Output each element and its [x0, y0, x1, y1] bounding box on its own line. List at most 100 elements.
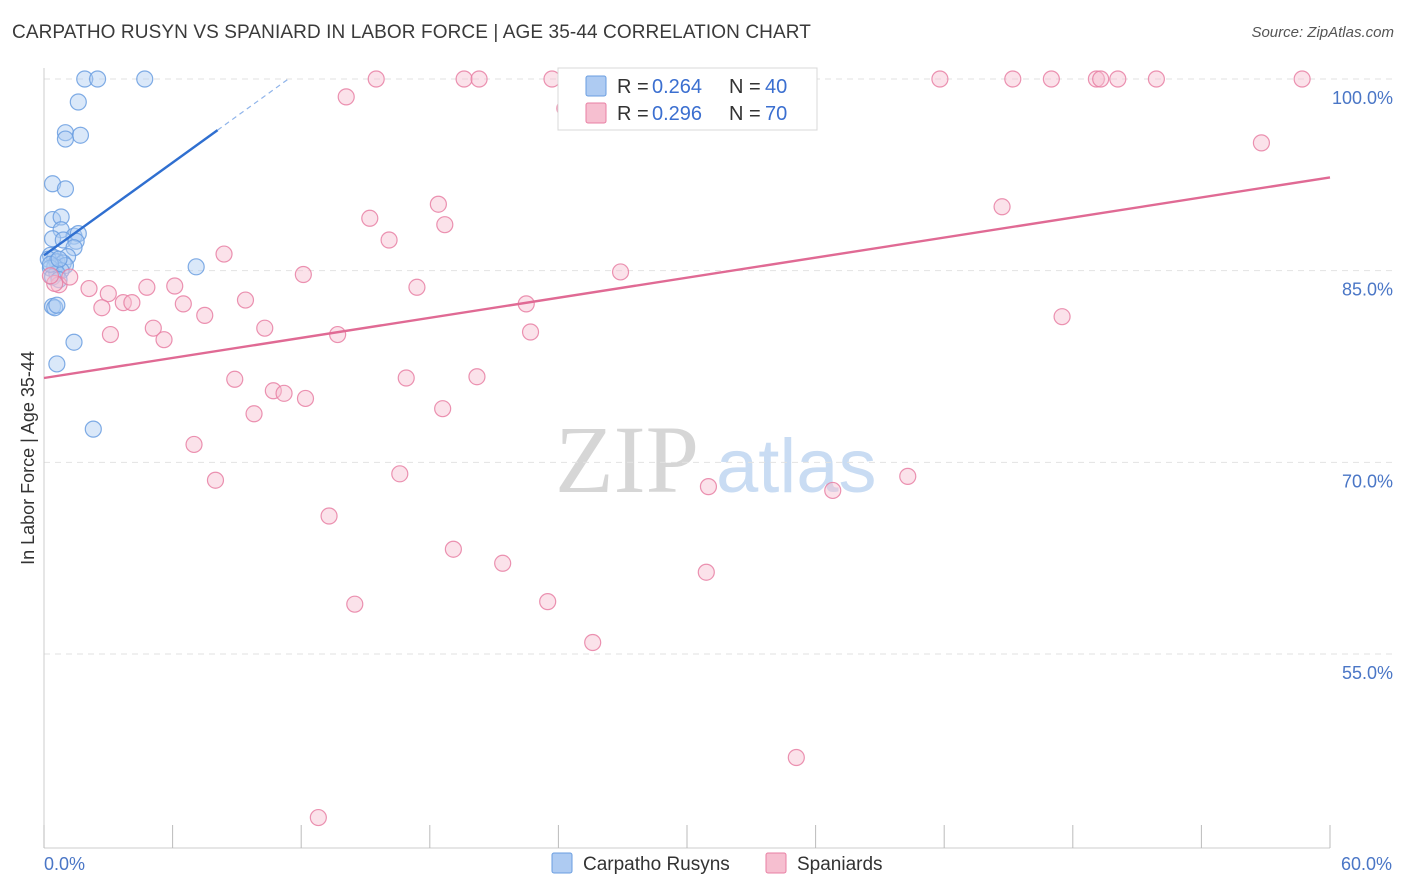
series-1-point-46 — [226, 370, 244, 388]
series-1-point-21 — [215, 245, 233, 263]
series-1-point-61 — [444, 540, 462, 558]
series-0-point-33 — [46, 299, 64, 317]
series-1-point-51 — [296, 389, 315, 408]
series-1-point-42 — [101, 325, 120, 344]
series-1-point-0 — [367, 70, 385, 88]
series-0-point-10 — [52, 208, 70, 226]
bottom-legend-swatch-spaniards — [765, 852, 787, 874]
series-1-point-22 — [294, 265, 312, 284]
legend-r-value-carpatho: 0.264 — [652, 76, 702, 98]
x-tick-label-1: 60.0% — [1341, 854, 1392, 874]
legend-r-label-spaniards: R = — [617, 103, 649, 125]
series-1-point-32 — [236, 291, 255, 309]
series-1-point-15 — [1252, 134, 1271, 152]
legend: R = 0.264 N = 40 R = 0.296 N = 70 — [557, 67, 818, 131]
series-1-point-65 — [539, 593, 557, 611]
series-1-point-30 — [166, 277, 184, 295]
series-1-point-31 — [408, 278, 426, 296]
series-0-point-34 — [48, 296, 66, 314]
trend-line-1 — [43, 176, 1331, 380]
legend-n-label-spaniards: N = — [729, 103, 761, 125]
series-1-point-59 — [824, 481, 842, 500]
series-0-point-36 — [48, 355, 66, 373]
series-0-point-37 — [84, 420, 102, 438]
series-1-point-39 — [1053, 308, 1071, 326]
series-1-point-43 — [329, 325, 347, 344]
series-1-point-69 — [41, 267, 60, 285]
y-tick-label-2: 85.0% — [1342, 280, 1393, 300]
series-1-point-17 — [993, 198, 1011, 216]
series-1-point-68 — [309, 808, 327, 827]
bottom-legend-label-spaniards: Spaniards — [797, 854, 883, 875]
series-0-point-35 — [65, 333, 83, 351]
y-tick-label-1: 70.0% — [1342, 471, 1393, 491]
series-1-point-52 — [245, 405, 263, 423]
series-1-point-35 — [174, 295, 192, 313]
series-0-point-3 — [69, 93, 87, 111]
legend-n-value-spaniards: 70 — [765, 103, 787, 125]
series-1-point-37 — [196, 306, 214, 324]
series-1-point-13 — [337, 88, 355, 106]
series-1-point-9 — [1092, 70, 1110, 88]
series-1-point-34 — [123, 294, 141, 312]
series-1-point-6 — [1004, 70, 1022, 88]
series-0-point-31 — [187, 258, 205, 276]
trend-lines — [43, 78, 1331, 380]
series-1-point-1 — [455, 70, 473, 88]
series-1-point-45 — [155, 331, 173, 349]
series-1-point-54 — [185, 435, 203, 454]
series-1-point-50 — [275, 384, 293, 402]
series-0-point-0 — [76, 70, 94, 88]
trend-line-0-extension — [217, 78, 289, 131]
legend-n-label-carpatho: N = — [729, 76, 761, 98]
series-1-point-47 — [397, 369, 415, 387]
legend-swatch-carpatho — [585, 75, 607, 97]
series-1-point-10 — [1109, 70, 1127, 88]
series-0-points — [39, 70, 205, 438]
series-1-point-12 — [1293, 70, 1311, 88]
series-1-point-64 — [346, 595, 364, 613]
series-1-point-5 — [931, 70, 949, 88]
series-0-point-6 — [56, 130, 75, 148]
series-1-point-36 — [93, 299, 111, 317]
watermark-atlas: atlas — [716, 424, 877, 509]
series-1-point-49 — [264, 382, 282, 400]
series-1-point-28 — [99, 285, 117, 303]
series-1-point-58 — [899, 467, 917, 485]
series-1-point-27 — [80, 279, 98, 298]
series-0-point-2 — [136, 70, 154, 88]
axes — [43, 68, 1331, 849]
series-1-point-18 — [361, 209, 379, 227]
series-1-point-16 — [429, 195, 447, 213]
series-1-point-2 — [470, 70, 488, 88]
series-1-point-66 — [584, 633, 602, 652]
series-1-point-20 — [380, 231, 398, 249]
series-1-point-23 — [611, 263, 630, 281]
bottom-legend-label-carpatho: Carpatho Rusyns — [583, 854, 730, 875]
series-1-point-62 — [494, 554, 512, 572]
chart-title: CARPATHO RUSYN VS SPANIARD IN LABOR FORC… — [12, 22, 811, 43]
y-axis-title: In Labor Force | Age 35-44 — [18, 351, 38, 565]
series-0-point-17 — [65, 239, 83, 257]
series-1-point-48 — [468, 368, 486, 386]
series-1-point-41 — [256, 319, 274, 337]
chart-source: Source: ZipAtlas.com — [1251, 24, 1394, 41]
series-1-point-60 — [320, 507, 338, 525]
series-1-point-11 — [1147, 70, 1165, 88]
data-points — [39, 70, 1311, 827]
series-1-point-67 — [787, 748, 805, 767]
series-1-points — [41, 70, 1311, 827]
series-0-point-7 — [43, 175, 62, 193]
series-1-point-44 — [521, 323, 540, 341]
bottom-legend-swatch-carpatho — [551, 852, 573, 874]
x-tick-label-0: 0.0% — [44, 854, 85, 874]
series-0-point-1 — [88, 70, 107, 88]
legend-swatch-spaniards — [585, 102, 607, 124]
legend-n-value-carpatho: 40 — [765, 76, 787, 98]
trend-line-0 — [43, 129, 219, 257]
legend-r-label-carpatho: R = — [617, 76, 649, 98]
series-0-point-8 — [56, 180, 75, 198]
legend-r-value-spaniards: 0.296 — [652, 103, 702, 125]
series-1-point-25 — [61, 268, 79, 286]
series-1-point-40 — [144, 319, 162, 337]
